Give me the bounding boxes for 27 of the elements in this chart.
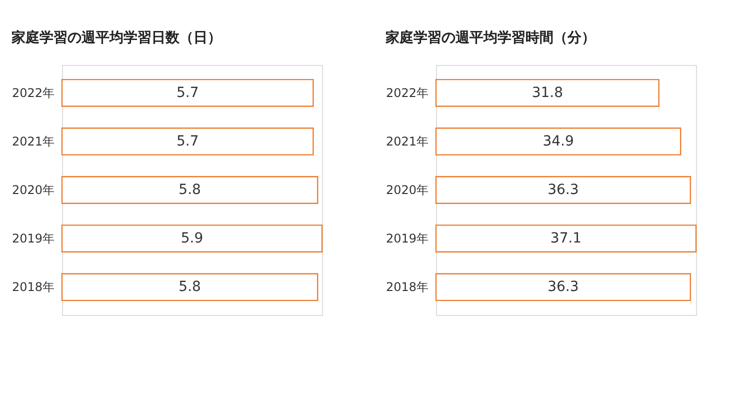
y-tick-label: 2019年 [386, 232, 428, 246]
y-tick-label: 2021年 [386, 134, 428, 148]
data-label: 5.8 [178, 279, 201, 296]
data-label: 36.3 [548, 182, 579, 198]
data-label: 5.7 [176, 133, 199, 150]
bar [435, 273, 691, 302]
y-tick-label: 2021年 [12, 134, 54, 148]
y-tick-label: 2022年 [12, 86, 54, 100]
bar [435, 78, 660, 107]
y-tick-label: 2020年 [386, 183, 428, 197]
y-tick-label: 2019年 [12, 232, 54, 246]
y-tick-label: 2020年 [12, 183, 54, 197]
y-tick-label: 2018年 [386, 280, 428, 294]
data-label: 5.9 [180, 230, 204, 247]
data-label: 5.8 [178, 182, 201, 198]
y-tick-label: 2018年 [12, 280, 54, 294]
chart-title: 家庭学習の週平均学習時間（分） [384, 29, 596, 46]
y-tick-label: 2022年 [386, 86, 428, 100]
data-label: 36.3 [548, 279, 579, 296]
bar [435, 128, 682, 156]
data-label: 31.8 [532, 84, 564, 101]
bar [435, 176, 691, 204]
data-label: 37.1 [550, 230, 582, 247]
bar [435, 224, 697, 252]
data-label: 5.7 [176, 84, 199, 101]
chart-title: 家庭学習の週平均学習日数（日） [10, 29, 222, 46]
data-label: 34.9 [542, 133, 574, 150]
